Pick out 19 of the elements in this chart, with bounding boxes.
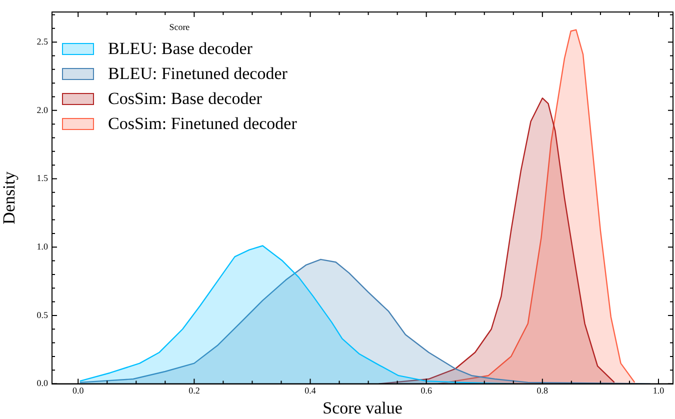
legend-label: BLEU: Finetuned decoder (108, 64, 288, 84)
x-tick-label: 0.6 (420, 386, 432, 396)
legend-label: CosSim: Finetuned decoder (108, 114, 297, 134)
x-axis-title: Score value (322, 398, 402, 418)
y-tick-label: 1.0 (36, 241, 48, 252)
y-tick-label: 2.5 (36, 36, 48, 46)
y-tick-label: 0.5 (36, 310, 48, 320)
x-tick-label: 0.0 (72, 386, 84, 396)
x-tick-label: 0.2 (188, 386, 200, 396)
legend-label: CosSim: Base decoder (108, 88, 262, 108)
y-tick-label: 2.0 (36, 104, 48, 115)
legend-label: BLEU: Base decoder (108, 38, 252, 58)
y-tick-label: 1.5 (36, 173, 48, 184)
x-tick-label: 0.4 (304, 386, 316, 396)
y-axis-title: Density (0, 170, 19, 224)
legend-title: Score (168, 22, 191, 32)
x-tick-label: 1.0 (652, 386, 665, 396)
y-tick-label: 0.0 (36, 378, 48, 388)
x-tick-label: 0.8 (536, 386, 549, 396)
